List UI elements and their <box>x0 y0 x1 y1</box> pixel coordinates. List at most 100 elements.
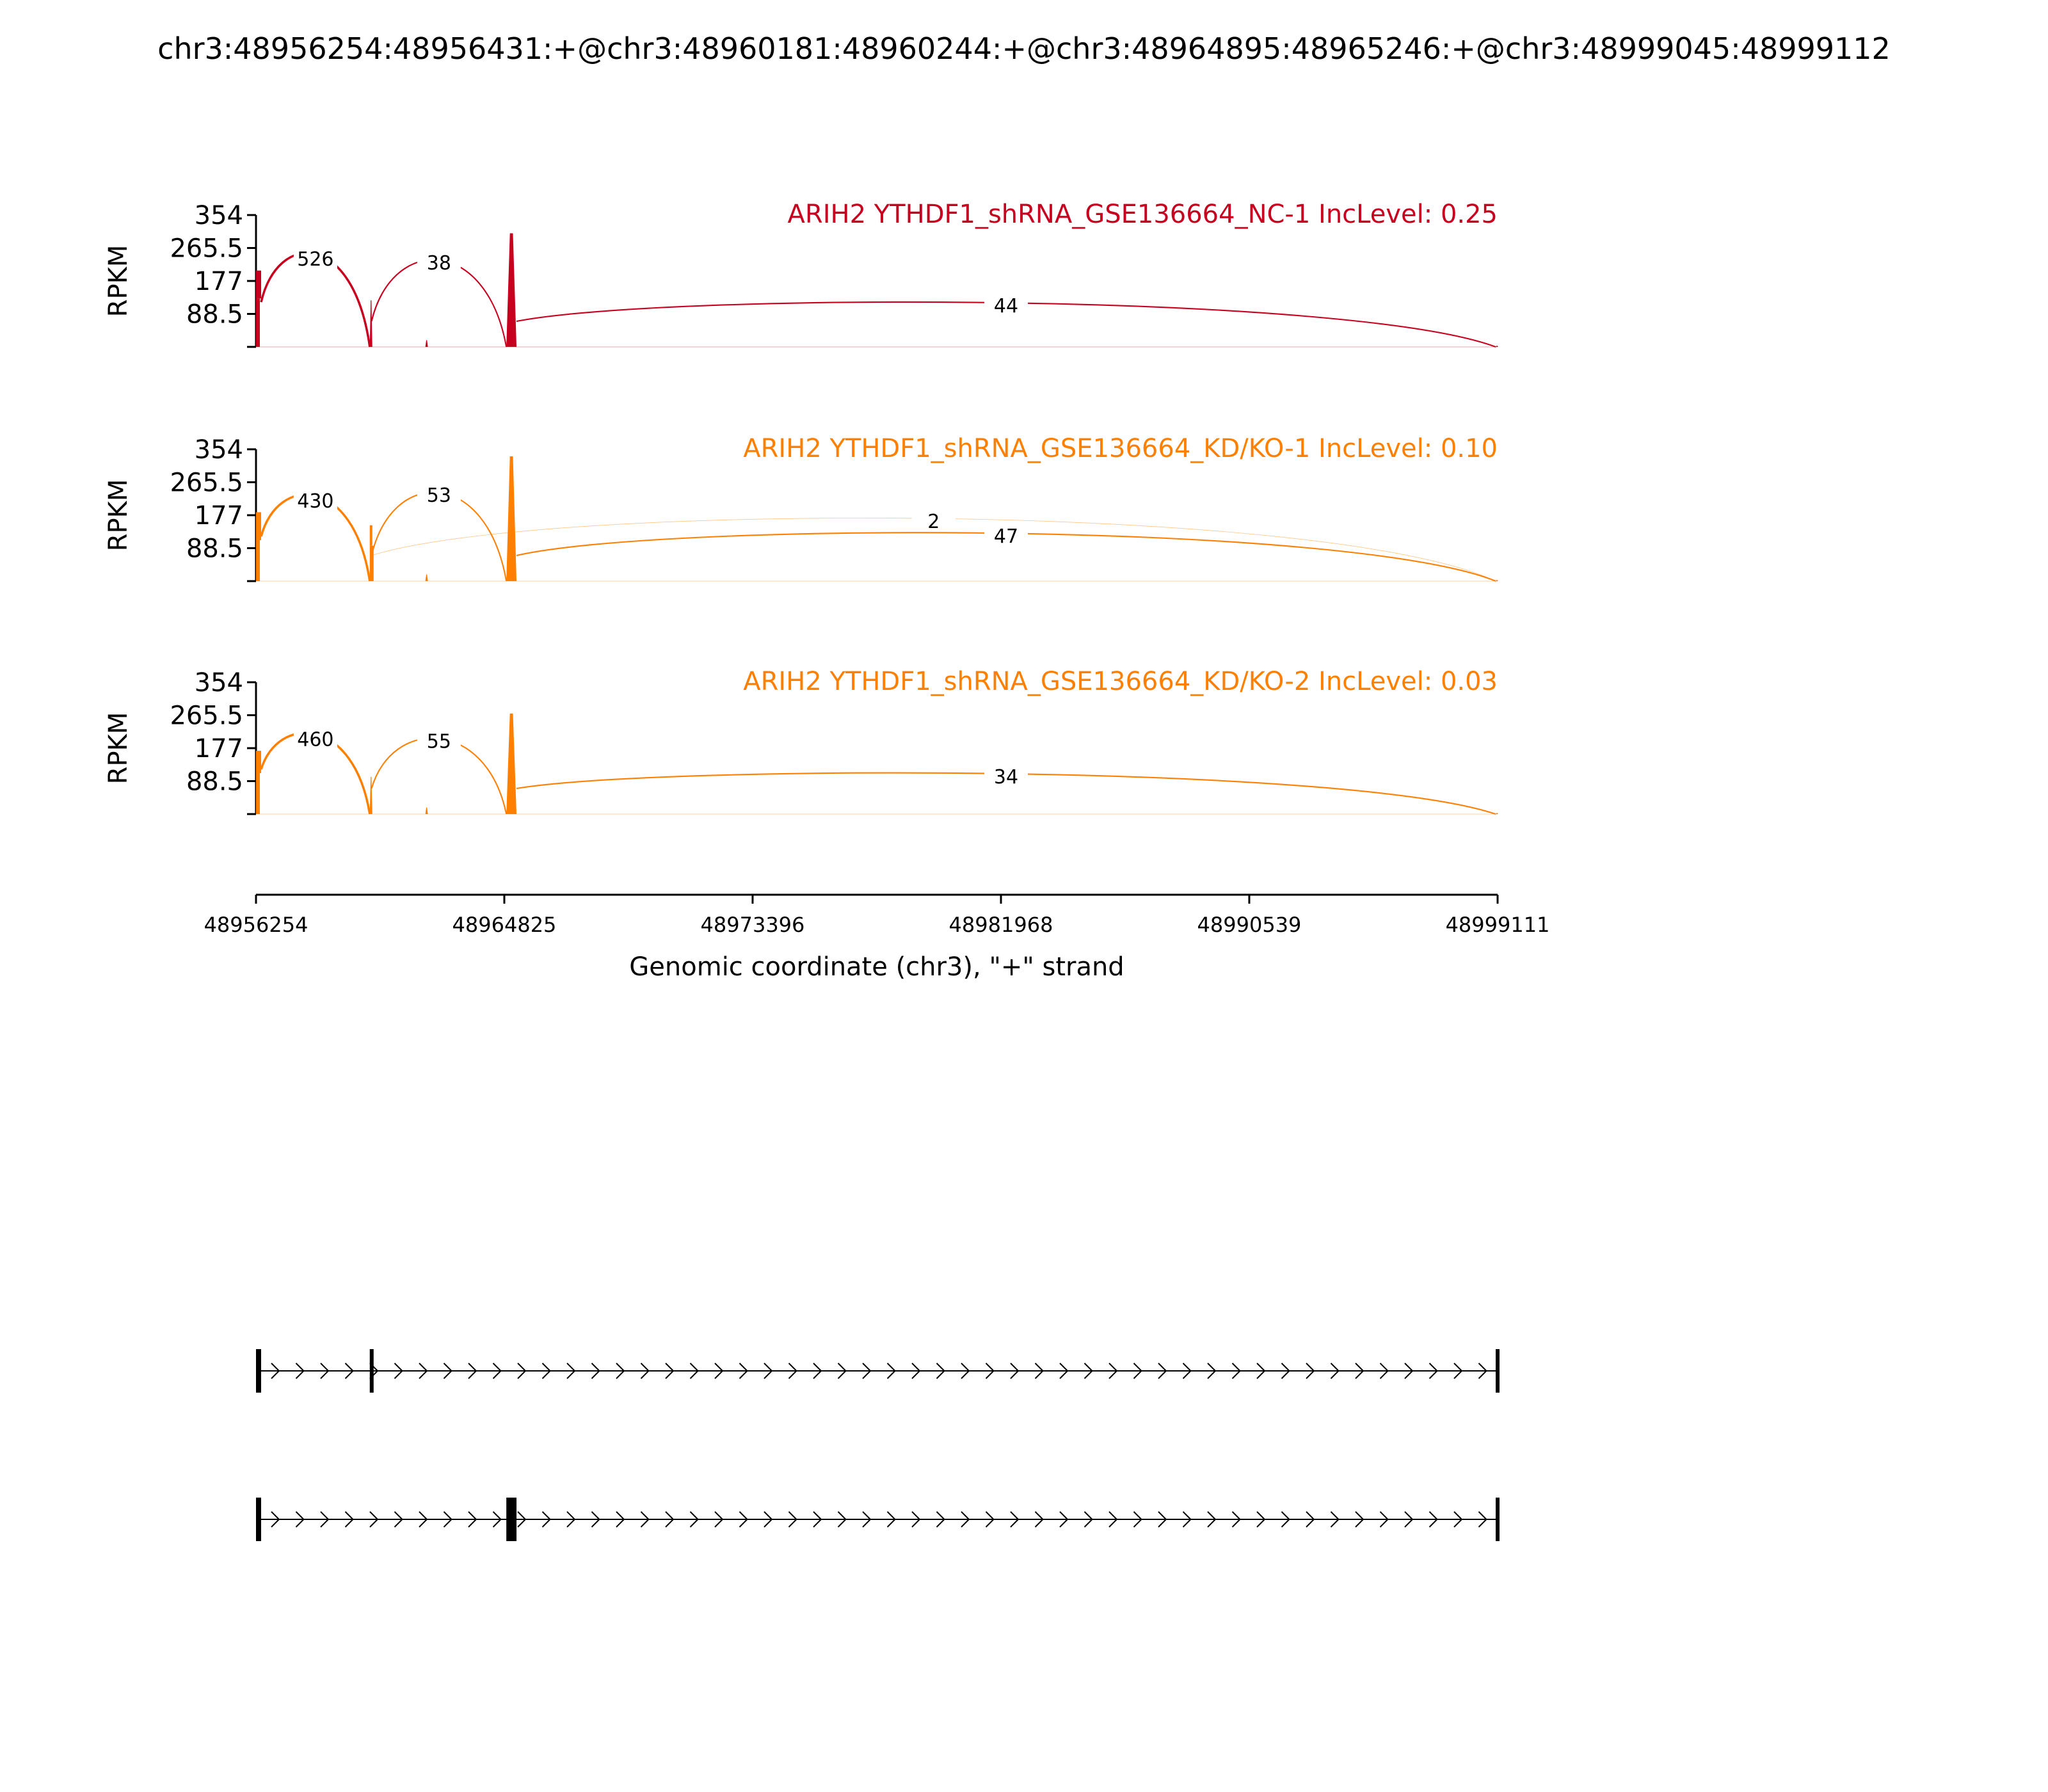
strand-arrow <box>936 1511 945 1528</box>
junction-label-bg <box>417 731 461 753</box>
strand-arrow <box>936 1363 945 1379</box>
junction-count-label: 430 <box>297 490 333 513</box>
strand-arrow <box>961 1511 970 1528</box>
strand-arrow <box>764 1511 773 1528</box>
junction-count-label: 53 <box>427 484 451 507</box>
exon-coverage-peak <box>425 807 428 814</box>
x-tick-label: 48990539 <box>1197 913 1302 937</box>
exon-coverage-peak <box>1496 580 1499 581</box>
strand-arrow <box>1034 1511 1044 1528</box>
exon-coverage-peak <box>506 456 517 581</box>
strand-arrow <box>1231 1511 1241 1528</box>
x-tick-label: 48981968 <box>949 913 1053 937</box>
exon-coverage-peak <box>256 298 260 347</box>
strand-arrow <box>813 1363 822 1379</box>
isoform-exon <box>1496 1498 1500 1541</box>
isoform-track <box>256 1498 1500 1541</box>
strand-arrow <box>1330 1511 1340 1528</box>
strand-arrow <box>419 1363 428 1379</box>
strand-arrow <box>320 1511 330 1528</box>
strand-arrow <box>1034 1363 1044 1379</box>
panel-title: ARIH2 YTHDF1_shRNA_GSE136664_NC-1 IncLev… <box>788 200 1498 229</box>
strand-arrow <box>1207 1363 1217 1379</box>
y-tick-label: 88.5 <box>186 534 243 564</box>
strand-arrow <box>1428 1511 1438 1528</box>
strand-arrow <box>443 1363 452 1379</box>
strand-arrow <box>837 1511 847 1528</box>
strand-arrow <box>714 1363 724 1379</box>
strand-arrow <box>517 1511 527 1528</box>
strand-arrow <box>1306 1363 1315 1379</box>
junction-label-bg <box>417 253 461 275</box>
isoform-structures <box>256 1349 1500 1541</box>
x-tick-label: 48964825 <box>452 913 557 937</box>
y-tick-label: 177 <box>195 734 243 764</box>
strand-arrow <box>1330 1363 1340 1379</box>
strand-arrow <box>1059 1511 1069 1528</box>
y-tick-label: 265.5 <box>170 234 243 264</box>
strand-arrow <box>295 1511 305 1528</box>
strand-arrow <box>271 1363 280 1379</box>
strand-arrow <box>566 1511 576 1528</box>
strand-arrow <box>1182 1363 1192 1379</box>
exon-coverage-peak <box>256 540 260 581</box>
strand-arrow <box>665 1363 675 1379</box>
strand-arrow <box>1478 1511 1487 1528</box>
strand-arrow <box>320 1363 330 1379</box>
isoform-exon <box>256 1498 262 1541</box>
strand-arrow <box>1010 1511 1020 1528</box>
strand-arrow <box>985 1363 995 1379</box>
x-tick-label: 48973396 <box>701 913 805 937</box>
strand-arrow <box>369 1511 379 1528</box>
junction-count-label: 47 <box>994 525 1018 548</box>
strand-arrow <box>468 1511 477 1528</box>
junction-label-bg <box>293 490 337 513</box>
exon-coverage-peak <box>256 751 262 773</box>
strand-arrow <box>1355 1511 1364 1528</box>
strand-arrow <box>1133 1511 1142 1528</box>
junction-label-bg <box>984 766 1028 788</box>
strand-arrow <box>468 1363 477 1379</box>
exon-coverage-peak <box>1496 346 1499 347</box>
strand-arrow <box>813 1511 822 1528</box>
strand-arrow <box>1059 1363 1069 1379</box>
strand-arrow <box>566 1363 576 1379</box>
strand-arrow <box>739 1363 748 1379</box>
junction-count-label: 38 <box>427 252 451 275</box>
y-tick-label: 88.5 <box>186 300 243 330</box>
exon-coverage-peak <box>425 340 428 347</box>
strand-arrow <box>295 1363 305 1379</box>
isoform-track <box>256 1349 1500 1393</box>
strand-arrow <box>1133 1363 1142 1379</box>
strand-arrow <box>739 1511 748 1528</box>
strand-arrow <box>1158 1363 1167 1379</box>
strand-arrow <box>862 1511 872 1528</box>
junction-label-bg <box>293 249 337 271</box>
strand-arrow <box>1084 1511 1093 1528</box>
strand-arrow <box>1428 1363 1438 1379</box>
x-tick-label: 48956254 <box>204 913 308 937</box>
strand-arrow <box>344 1511 354 1528</box>
exon-coverage-peak <box>256 772 260 814</box>
junction-label-bg <box>293 729 337 751</box>
strand-arrow <box>1084 1363 1093 1379</box>
strand-arrow <box>492 1363 502 1379</box>
junction-label-bg <box>911 511 956 533</box>
y-axis-label: RPKM <box>104 712 133 785</box>
strand-arrow <box>640 1511 650 1528</box>
strand-arrow <box>1478 1363 1487 1379</box>
isoform-exon <box>369 1349 374 1393</box>
junction-count-label: 460 <box>297 729 333 751</box>
exon-coverage-peak <box>256 270 262 299</box>
junction-count-label: 34 <box>994 766 1018 788</box>
exon-coverage-peak <box>506 713 517 814</box>
isoform-exon <box>1496 1349 1500 1393</box>
exon-coverage-peak <box>369 545 374 581</box>
strand-arrow <box>517 1363 527 1379</box>
exon-coverage-peak <box>506 233 517 347</box>
exon-coverage-peak <box>369 525 372 546</box>
y-tick-label: 265.5 <box>170 701 243 731</box>
